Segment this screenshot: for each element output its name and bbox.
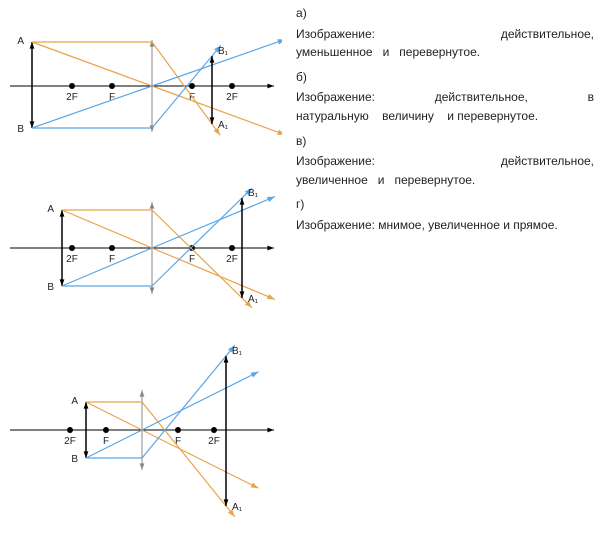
svg-text:B₁: B₁	[218, 46, 229, 57]
svg-text:F: F	[103, 436, 109, 447]
case-g-body: Изображение: мнимое, увеличенное и прямо…	[296, 216, 594, 235]
svg-text:2F: 2F	[66, 254, 78, 265]
diagram-3: 2F F F 2F A B A₁ B₁	[2, 330, 292, 520]
text-column: а) Изображение: действительное, уменьшен…	[292, 0, 600, 547]
svg-text:B₁: B₁	[232, 346, 243, 357]
svg-text:B₁: B₁	[248, 188, 259, 199]
case-a-body: Изображение: действительное, уменьшенное…	[296, 25, 594, 62]
svg-text:A: A	[17, 36, 24, 47]
case-v-body: Изображение: действительное, увеличенное…	[296, 152, 594, 189]
svg-text:2F: 2F	[208, 436, 220, 447]
svg-text:A₁: A₁	[232, 502, 243, 513]
svg-text:A: A	[47, 204, 54, 215]
diagrams-column: 2FFF2FABA₁B₁ 2FFF2FABA₁B₁ 2FFF2FABA₁B₁	[0, 0, 292, 547]
svg-text:A: A	[71, 396, 78, 407]
svg-text:A₁: A₁	[248, 294, 259, 305]
page: { "colors": { "ray_top": "#e8a44a", "ray…	[0, 0, 600, 547]
case-b-label: б)	[296, 68, 594, 87]
svg-text:B: B	[47, 282, 54, 293]
diagram-1: 2FFF2FABA₁B₁	[2, 6, 292, 156]
case-g-label: г)	[296, 195, 594, 214]
case-v-label: в)	[296, 132, 594, 151]
svg-text:B: B	[17, 124, 24, 135]
svg-text:A₁: A₁	[218, 120, 229, 131]
svg-text:2F: 2F	[66, 92, 78, 103]
svg-text:B: B	[71, 454, 78, 465]
svg-text:2F: 2F	[226, 254, 238, 265]
diagram-2: 2FFF2FABA₁B₁	[2, 168, 292, 318]
svg-text:2F: 2F	[226, 92, 238, 103]
case-a-label: а)	[296, 4, 594, 23]
svg-text:2F: 2F	[64, 436, 76, 447]
svg-text:F: F	[175, 436, 181, 447]
case-b-body: Изображение: действительное, в натуральн…	[296, 88, 594, 125]
